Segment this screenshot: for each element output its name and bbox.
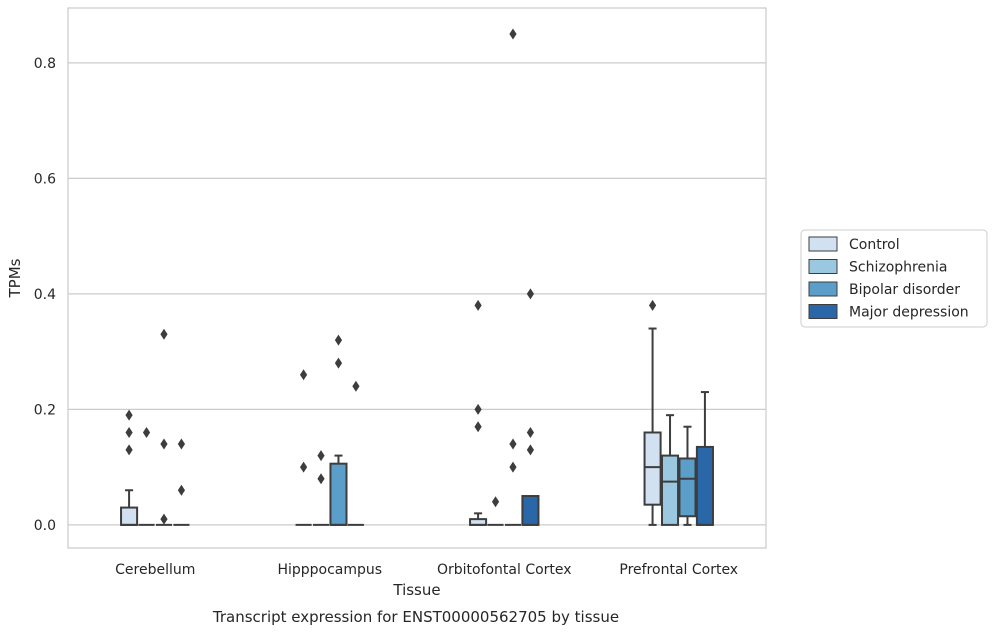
box-iqr [329, 462, 348, 526]
outlier-point [160, 438, 168, 450]
y-tick-label: 0.8 [34, 56, 56, 72]
outlier-point [474, 299, 482, 311]
box-major-depression [695, 391, 714, 526]
y-axis-label: TPMs [6, 258, 24, 298]
outlier-point [509, 28, 517, 40]
legend-swatch [808, 281, 838, 297]
outlier-point [177, 484, 186, 496]
legend-label: Major depression [849, 305, 969, 321]
legend-label: Bipolar disorder [849, 282, 960, 298]
outlier-point [526, 426, 535, 438]
outlier-point [334, 334, 343, 346]
x-tick-label: Prefrontal Cortex [619, 562, 738, 578]
legend-swatch [808, 259, 838, 274]
box-schizophrenia [660, 414, 680, 526]
legend-label: Control [849, 237, 900, 253]
outlier-point [125, 444, 133, 456]
outlier-point [648, 299, 657, 311]
box-iqr [521, 495, 540, 526]
outlier-point [142, 426, 151, 438]
box-schizophrenia [138, 426, 155, 526]
box-control [120, 409, 139, 526]
x-axis-ticks: Cerebellum Hipppocampus Orbitofontal Corte… [115, 562, 738, 578]
y-tick-label: 0.0 [34, 518, 56, 534]
box-iqr [695, 445, 714, 526]
y-tick-label: 0.6 [34, 171, 56, 187]
box-major-depression [173, 438, 190, 526]
outlier-point [474, 421, 482, 433]
outlier-point [474, 403, 482, 415]
outlier-point [299, 369, 308, 381]
box-control [469, 299, 488, 526]
box-control [643, 299, 662, 526]
y-axis-ticks: 0.0 0.2 0.4 0.6 0.8 [34, 56, 56, 534]
outlier-point [334, 357, 343, 369]
x-tick-label: Cerebellum [115, 562, 195, 578]
legend-swatch [808, 304, 838, 319]
box-bipolar-disorder [329, 334, 348, 526]
outlier-point [125, 409, 133, 421]
outlier-point [160, 328, 168, 340]
y-tick-label: 0.2 [34, 402, 56, 418]
box-bipolar-disorder [678, 425, 697, 526]
box-major-depression [521, 288, 540, 526]
legend-label: Schizophrenia [849, 260, 947, 276]
box-bipolar-disorder [155, 328, 173, 526]
outlier-point [352, 380, 360, 392]
outlier-point [125, 426, 133, 438]
outlier-point [526, 444, 535, 456]
outlier-point [509, 461, 517, 473]
box-iqr [643, 431, 662, 506]
outlier-point [177, 438, 186, 450]
outlier-point [509, 438, 517, 450]
y-tick-label: 0.4 [34, 287, 56, 303]
box-iqr [678, 457, 697, 518]
x-tick-label: Hipppocampus [277, 562, 382, 578]
box-schizophrenia [487, 496, 504, 526]
outlier-point [526, 288, 535, 300]
legend: Control Schizophrenia Bipolar disorder Majo… [800, 229, 988, 328]
box-iqr [120, 506, 139, 526]
box-control [295, 369, 312, 526]
outlier-point [317, 450, 325, 462]
chart-caption: Transcript expression for ENST0000056270… [212, 608, 619, 626]
legend-frame [800, 229, 988, 328]
box-major-depression [347, 380, 364, 526]
outlier-point [491, 496, 500, 508]
box-schizophrenia [312, 450, 330, 526]
legend-swatch [808, 236, 838, 252]
x-axis-label: Tissue [392, 581, 440, 599]
box-bipolar-disorder [504, 28, 522, 526]
box-iqr [660, 454, 680, 526]
box-groups [120, 28, 714, 526]
outlier-point [160, 513, 168, 525]
outlier-point [317, 473, 325, 485]
x-tick-label: Orbitofontal Cortex [437, 562, 572, 578]
plot-area-frame [67, 7, 767, 549]
outlier-point [299, 461, 308, 473]
